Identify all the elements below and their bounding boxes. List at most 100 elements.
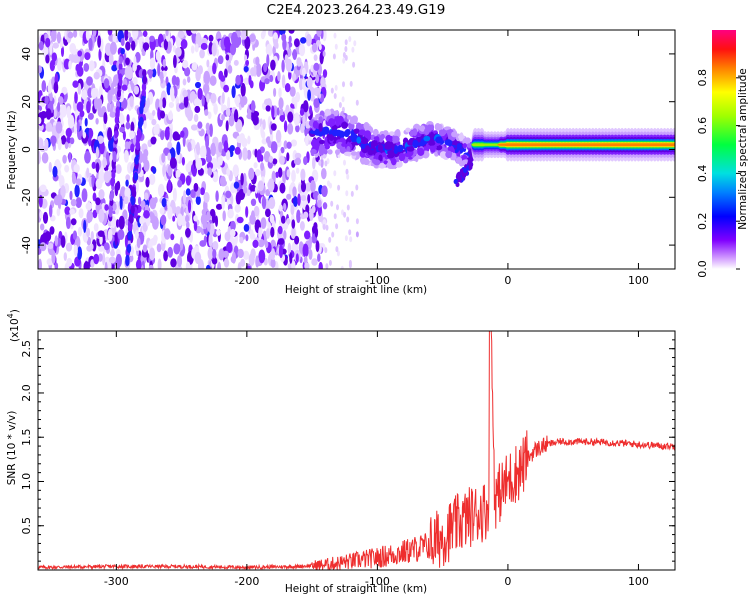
heatmap-cell	[109, 111, 117, 118]
heatmap-cell	[179, 236, 184, 251]
heatmap-cell	[277, 225, 283, 235]
heatmap-cell	[253, 64, 257, 77]
heatmap-cell	[62, 154, 67, 164]
heatmap-cell	[307, 193, 311, 204]
heatmap-cell	[39, 242, 47, 252]
heatmap-cell	[272, 158, 278, 165]
heatmap-cell	[279, 114, 286, 122]
heatmap-cell	[315, 74, 320, 84]
heatmap-cell	[209, 75, 217, 86]
heatmap-cell	[289, 86, 296, 97]
heatmap-cell	[425, 143, 430, 152]
heatmap-cell	[203, 70, 211, 85]
heatmap-cell	[208, 34, 214, 42]
heatmap-cell	[78, 208, 84, 219]
heatmap-cell	[107, 228, 113, 242]
heatmap-cell	[346, 204, 350, 211]
heatmap-cell	[41, 152, 49, 164]
heatmap-cell	[151, 118, 157, 126]
heatmap-cell	[207, 111, 212, 120]
spectrogram-x-label: Height of straight line (km)	[285, 284, 427, 296]
heatmap-cell	[255, 56, 260, 66]
heatmap-cell	[206, 211, 212, 221]
heatmap-cell	[291, 96, 296, 105]
heatmap-cell	[286, 169, 291, 178]
heatmap-cell	[109, 41, 117, 55]
heatmap-cell	[225, 107, 231, 117]
heatmap-cell	[53, 95, 57, 107]
heatmap-cell	[224, 68, 228, 78]
heatmap-cell	[39, 184, 47, 193]
heatmap-cell	[91, 161, 96, 170]
heatmap-cell	[119, 114, 125, 125]
heatmap-cell	[200, 42, 208, 50]
heatmap-cell	[117, 89, 121, 98]
y-tick-label: 20	[20, 95, 33, 109]
x-tick-label: -300	[104, 575, 129, 588]
heatmap-cell	[388, 136, 393, 143]
heatmap-cell	[169, 85, 175, 99]
heatmap-cell	[157, 258, 162, 269]
heatmap-cell	[247, 135, 251, 145]
heatmap-cell	[167, 246, 173, 258]
heatmap-cell	[214, 215, 219, 227]
heatmap-cell	[172, 54, 177, 69]
heatmap-cell	[246, 149, 252, 160]
heatmap-cell	[86, 210, 93, 223]
heatmap-cell	[350, 190, 354, 197]
heatmap-cell	[322, 69, 328, 78]
heatmap-cell	[185, 175, 191, 186]
heatmap-cell	[221, 196, 225, 210]
heatmap-cell	[130, 143, 135, 153]
heatmap-cell	[213, 103, 218, 115]
heatmap-cell	[133, 171, 139, 181]
heatmap-cell	[223, 258, 230, 268]
snr-multiplier-exponent: 4	[6, 313, 15, 318]
heatmap-cell	[288, 30, 295, 34]
heatmap-cell	[335, 246, 339, 253]
heatmap-cell	[313, 62, 320, 72]
spectrogram-x-ticks: -300 -200 -100 0 100	[104, 30, 649, 287]
heatmap-cell	[350, 151, 358, 156]
heatmap-cell	[307, 89, 312, 101]
heatmap-cell	[203, 235, 207, 245]
heatmap-cell	[342, 81, 345, 88]
heatmap-cell	[264, 78, 270, 85]
heatmap-cell	[256, 149, 262, 163]
heatmap-cell	[185, 163, 192, 173]
heatmap-cell	[55, 121, 63, 134]
heatmap-cell	[444, 139, 453, 146]
heatmap-cell	[275, 129, 282, 143]
heatmap-cell	[320, 77, 325, 88]
heatmap-cell	[417, 147, 425, 156]
heatmap-cell	[232, 164, 239, 178]
heatmap-cell	[309, 94, 315, 102]
heatmap-cell	[97, 35, 102, 48]
heatmap-cell	[221, 114, 225, 121]
heatmap-cell	[243, 54, 248, 62]
heatmap-cell	[195, 32, 202, 47]
heatmap-cell	[53, 108, 57, 119]
heatmap-cell	[40, 110, 48, 119]
heatmap-cell	[102, 252, 106, 266]
figure-title: C2E4.2023.264.23.49.G19	[267, 2, 446, 18]
heatmap-cell	[84, 150, 91, 164]
heatmap-cell	[126, 114, 130, 123]
heatmap-cell	[110, 250, 115, 257]
heatmap-cell	[124, 187, 131, 200]
snr-multiplier-label: (x104)	[6, 309, 21, 342]
heatmap-cell	[311, 205, 316, 214]
heatmap-cell	[248, 75, 252, 86]
heatmap-cell	[249, 229, 254, 240]
x-tick-label: -200	[234, 575, 259, 588]
heatmap-cell	[167, 111, 174, 121]
heatmap-cell	[191, 30, 197, 44]
heatmap-cell	[229, 144, 235, 152]
heatmap-cell	[309, 105, 313, 115]
heatmap-cell	[77, 246, 83, 261]
heatmap-cell	[323, 148, 328, 155]
heatmap-cell	[304, 135, 309, 146]
heatmap-cell	[384, 143, 393, 150]
heatmap-cell	[367, 149, 374, 156]
